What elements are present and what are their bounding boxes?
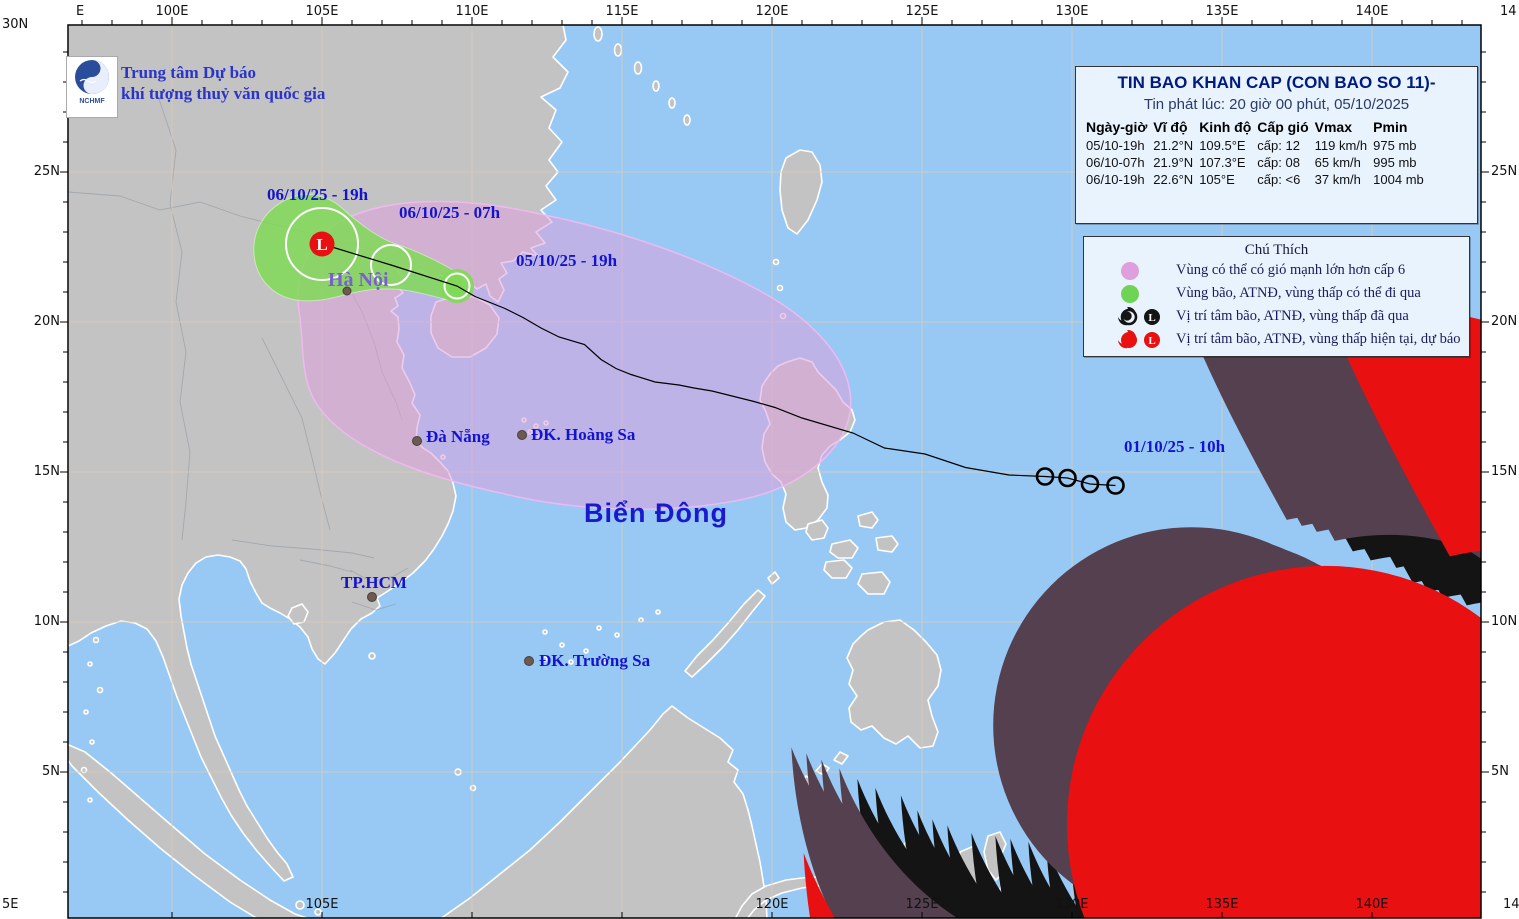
- table-row: 06/10-07h 21.9°N 107.3°E cấp: 08 65 km/h 995 …: [1084, 154, 1428, 171]
- axis-ticks: [60, 17, 1489, 918]
- legend-item-label: Vùng bão, ATNĐ, vùng thấp có thể đi qua: [1176, 285, 1421, 301]
- table-cell: 65 km/h: [1314, 155, 1361, 170]
- legend-item: L Vị trí tâm bão, ATNĐ, vùng thấp đã qua: [1084, 305, 1469, 328]
- table-column-header: Kinh độ: [1199, 119, 1252, 135]
- borneo-island: [440, 705, 768, 918]
- table-column-header: Vĩ độ: [1153, 119, 1188, 135]
- svg-text:L: L: [1148, 312, 1155, 324]
- green-zone-icon: [1121, 284, 1139, 303]
- nchmf-emblem-icon: [75, 60, 109, 94]
- table-cell: 107.3°E: [1199, 155, 1246, 170]
- legend-item: L Vị trí tâm bão, ATNĐ, vùng thấp hiện tạ…: [1084, 328, 1469, 351]
- nchmf-logo: NCHMF: [66, 56, 118, 118]
- table-cell: 1004 mb: [1373, 172, 1424, 187]
- legend-title: Chú Thích: [1244, 242, 1309, 258]
- table-cell: 06/10-07h: [1086, 155, 1145, 170]
- table-cell: 21.9°N: [1153, 155, 1194, 170]
- table-column-header: Ngày-giờ: [1086, 119, 1148, 135]
- bulletin-issued-time: Tin phát lúc: 20 giờ 00 phút, 05/10/2025: [1143, 96, 1410, 113]
- table-row: 06/10-19h 22.6°N 105°E cấp: <6 37 km/h 1004 m…: [1084, 171, 1428, 188]
- place-dot: [367, 592, 377, 602]
- svg-text:L: L: [316, 235, 327, 254]
- track-point-open: [1080, 474, 1100, 494]
- storm-track: L: [309, 231, 1519, 919]
- table-cell: cấp: 12: [1257, 138, 1300, 153]
- table-cell: 06/10-19h: [1086, 172, 1145, 187]
- place-dot: [524, 656, 534, 666]
- storm-data-table: Ngày-giờ Vĩ độ Kinh độ Cấp gió Vmax Pmin 05/1…: [1084, 118, 1428, 188]
- legend-panel: Chú Thích Vùng có thể có gió mạnh lớn hơ…: [1083, 236, 1470, 357]
- table-cell: 975 mb: [1373, 138, 1417, 153]
- legend-symbols-icon: L: [1095, 306, 1160, 325]
- forecast-circles: [285, 207, 471, 300]
- place-dot: [342, 286, 352, 296]
- taiwan-island: [779, 149, 823, 235]
- table-header-row: Ngày-giờ Vĩ độ Kinh độ Cấp gió Vmax Pmin: [1084, 118, 1428, 137]
- place-dot: [517, 430, 527, 440]
- track-point-low: L: [309, 231, 335, 257]
- track-point-open: [1035, 467, 1055, 486]
- svg-text:L: L: [1148, 335, 1155, 347]
- mindanao-island: [846, 619, 942, 749]
- plot-border: [67, 24, 1482, 919]
- place-dot: [412, 436, 422, 446]
- legend-symbols-icon: L: [1095, 329, 1160, 351]
- legend-item: Vùng có thể có gió mạnh lớn hơn cấp 6: [1084, 259, 1469, 282]
- table-row: 05/10-19h 21.2°N 109.5°E cấp: 12 119 km/h 975…: [1084, 137, 1428, 154]
- bulletin-title: TIN BAO KHAN CAP (CON BAO SO 11)-: [1117, 73, 1436, 92]
- table-cell: 21.2°N: [1153, 138, 1194, 153]
- table-column-header: Vmax: [1314, 119, 1352, 135]
- storm-bulletin-panel: TIN BAO KHAN CAP (CON BAO SO 11)- Tin ph…: [1075, 66, 1478, 224]
- table-cell: cấp: 08: [1257, 155, 1300, 170]
- table-cell: 995 mb: [1373, 155, 1417, 170]
- table-cell: 119 km/h: [1314, 138, 1368, 153]
- track-point-open: [1106, 476, 1125, 495]
- legend-item: Vùng bão, ATNĐ, vùng thấp có thể đi qua: [1084, 282, 1469, 305]
- track-point-open: [1058, 468, 1077, 488]
- city-dots: [342, 286, 534, 666]
- logo-text: NCHMF: [79, 98, 105, 105]
- agency-name: Trung tâm Dự báo khí tượng thuỷ văn quốc…: [121, 62, 325, 104]
- table-cell: 105°E: [1199, 172, 1235, 187]
- table-cell: 22.6°N: [1153, 172, 1194, 187]
- legend-item-label: Vùng có thể có gió mạnh lớn hơn cấp 6: [1176, 262, 1406, 278]
- table-cell: 37 km/h: [1314, 172, 1361, 187]
- table-column-header: Pmin: [1373, 119, 1408, 135]
- table-cell: 109.5°E: [1199, 138, 1246, 153]
- legend-item-label: Vị trí tâm bão, ATNĐ, vùng thấp đã qua: [1176, 308, 1409, 324]
- pink-zone-icon: [1121, 261, 1139, 280]
- sumatra-strip: [68, 743, 310, 918]
- agency-name-line2: khí tượng thuỷ văn quốc gia: [121, 84, 326, 103]
- table-column-header: Cấp gió: [1257, 119, 1309, 135]
- agency-name-line1: Trung tâm Dự báo: [121, 63, 257, 82]
- table-cell: cấp: <6: [1257, 172, 1301, 187]
- legend-item-label: Vị trí tâm bão, ATNĐ, vùng thấp hiện tại…: [1176, 331, 1461, 347]
- table-cell: 05/10-19h: [1086, 138, 1145, 153]
